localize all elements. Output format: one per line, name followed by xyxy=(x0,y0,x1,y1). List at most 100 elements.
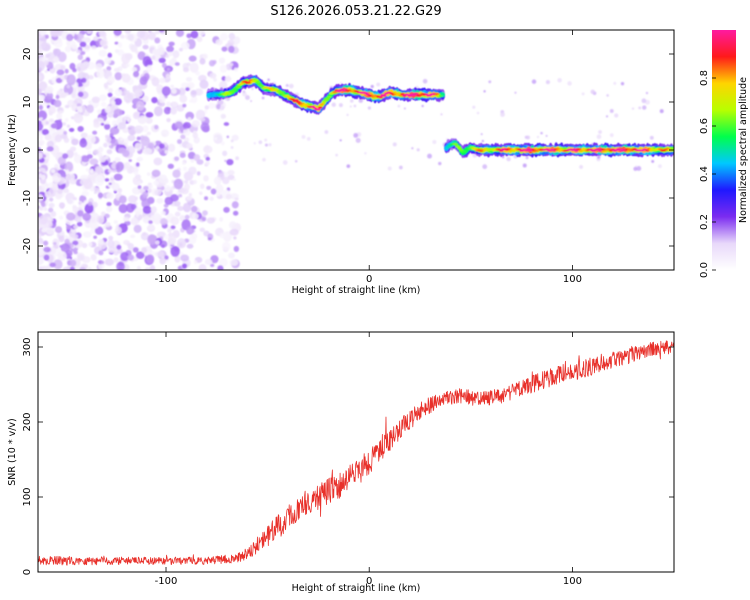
noise-speck xyxy=(130,216,139,226)
noise-speck xyxy=(346,113,349,117)
noise-speck xyxy=(335,153,338,157)
noise-speck xyxy=(105,155,109,160)
noise-speck xyxy=(228,32,236,40)
noise-speck xyxy=(57,188,63,195)
noise-speck xyxy=(98,49,107,58)
noise-speck xyxy=(79,41,87,48)
noise-speck xyxy=(156,197,164,204)
noise-speck xyxy=(346,164,351,169)
noise-speck xyxy=(201,217,206,222)
noise-speck xyxy=(93,122,100,128)
noise-speck xyxy=(99,94,107,102)
noise-speck xyxy=(355,137,361,143)
noise-speck xyxy=(65,224,72,230)
noise-speck xyxy=(117,42,123,48)
noise-speck xyxy=(173,200,181,207)
noise-speck xyxy=(148,31,156,41)
noise-speck xyxy=(78,201,82,205)
ridge-cell xyxy=(378,95,383,99)
noise-speck xyxy=(135,162,140,167)
noise-speck xyxy=(38,152,43,160)
noise-speck xyxy=(179,215,186,222)
noise-speck xyxy=(213,136,218,141)
noise-speck xyxy=(233,67,239,72)
ridge-cell xyxy=(259,84,264,88)
ridge-cell xyxy=(574,149,579,152)
noise-speck xyxy=(226,135,230,139)
noise-speck xyxy=(524,135,528,139)
noise-speck xyxy=(186,142,193,150)
snr-panel: -100 0 100 0 100 200 300 Height of straight li… xyxy=(7,331,675,594)
noise-speck xyxy=(245,95,250,100)
noise-speck xyxy=(142,44,149,50)
noise-speck xyxy=(46,227,55,235)
noise-speck xyxy=(370,84,374,89)
noise-speck xyxy=(170,187,174,191)
noise-speck xyxy=(264,138,268,142)
noise-speck xyxy=(638,106,642,110)
noise-speck xyxy=(105,134,110,139)
noise-speck xyxy=(198,263,207,270)
noise-speck xyxy=(127,33,134,41)
noise-speck xyxy=(642,105,647,110)
noise-speck xyxy=(38,169,41,172)
noise-speck xyxy=(43,254,50,261)
noise-speck xyxy=(142,95,149,103)
figure-title: S126.2026.053.21.22.G29 xyxy=(270,4,441,19)
noise-speck xyxy=(128,125,137,136)
noise-speck xyxy=(88,242,93,247)
noise-speck xyxy=(113,30,122,36)
noise-speck xyxy=(92,201,98,208)
noise-speck xyxy=(171,101,178,108)
noise-speck xyxy=(146,172,151,176)
noise-speck xyxy=(62,153,69,159)
noise-speck xyxy=(545,80,551,85)
noise-speck xyxy=(119,195,127,204)
noise-speck xyxy=(39,117,43,121)
noise-speck xyxy=(63,188,70,194)
noise-speck xyxy=(136,265,141,270)
colorbar-tick-label: 0.8 xyxy=(699,70,710,86)
noise-speck xyxy=(188,166,197,175)
noise-speck xyxy=(107,168,113,173)
noise-speck xyxy=(38,139,45,146)
noise-speck xyxy=(64,45,71,53)
noise-speck xyxy=(192,180,197,185)
snr-plot-area xyxy=(38,332,674,572)
noise-speck xyxy=(165,101,172,107)
noise-speck xyxy=(153,106,163,117)
noise-speck xyxy=(150,206,157,213)
noise-speck xyxy=(111,119,118,127)
noise-speck xyxy=(146,65,153,73)
ridge-cell xyxy=(319,103,325,106)
noise-speck xyxy=(224,76,232,82)
noise-speck xyxy=(567,81,572,86)
noise-speck xyxy=(81,242,88,249)
noise-speck xyxy=(203,175,209,182)
noise-speck xyxy=(48,207,54,213)
noise-speck xyxy=(56,69,65,76)
noise-speck xyxy=(229,259,239,267)
noise-speck xyxy=(192,132,198,139)
noise-speck xyxy=(609,133,614,138)
noise-speck xyxy=(166,118,171,123)
noise-speck xyxy=(38,135,44,140)
noise-speck xyxy=(57,156,66,166)
snr-xtick-label: 0 xyxy=(366,576,372,587)
noise-speck xyxy=(62,173,67,178)
noise-speck xyxy=(53,48,61,57)
noise-speck xyxy=(107,75,115,84)
noise-speck xyxy=(41,265,47,270)
noise-speck xyxy=(43,60,49,66)
noise-speck xyxy=(545,134,548,137)
noise-speck xyxy=(182,103,187,108)
noise-speck xyxy=(39,214,48,225)
noise-speck xyxy=(76,221,83,227)
noise-speck xyxy=(101,211,106,216)
noise-speck xyxy=(149,264,156,270)
noise-speck xyxy=(267,78,270,82)
noise-speck xyxy=(64,68,69,74)
noise-speck xyxy=(76,49,82,54)
noise-speck xyxy=(75,94,79,99)
noise-speck xyxy=(392,142,397,147)
